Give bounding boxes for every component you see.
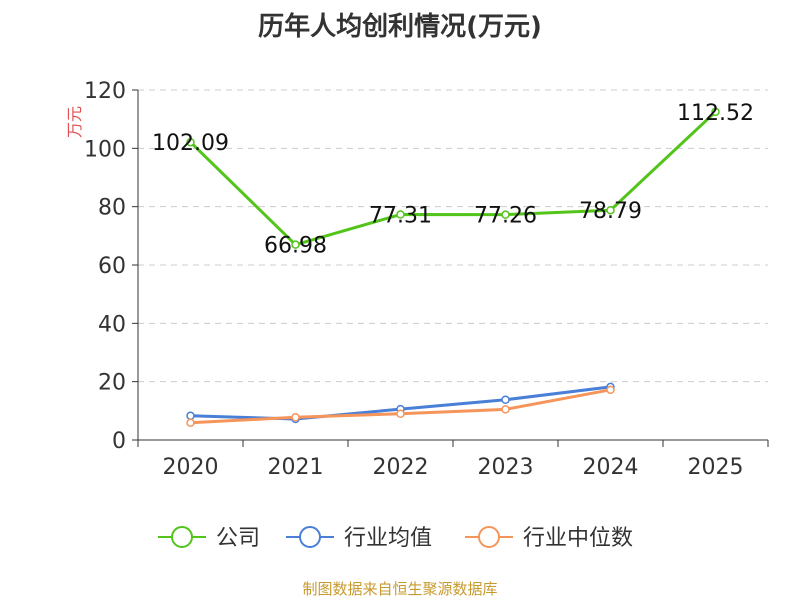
series-point-0 xyxy=(291,240,300,249)
series-point-2 xyxy=(396,409,405,418)
series-point-0 xyxy=(186,137,195,147)
series-point-2 xyxy=(606,385,615,395)
data-source-footer: 制图数据来自恒生聚源数据库 xyxy=(302,580,498,598)
y-tick-label: 40 xyxy=(98,312,126,337)
legend-marker xyxy=(299,526,321,548)
series-point-1 xyxy=(501,395,510,404)
x-tick-label: 2020 xyxy=(163,455,219,480)
data-label: 77.31 xyxy=(369,204,432,229)
series-point-1 xyxy=(186,411,195,421)
y-axis-unit-label: 万元 xyxy=(65,106,84,138)
y-tick-label: 100 xyxy=(84,137,126,162)
x-tick-label: 2022 xyxy=(373,455,429,480)
data-label: 77.26 xyxy=(474,204,537,229)
y-tick-label: 80 xyxy=(98,196,126,221)
axis-layer: 0 20 40 60 80 100 120 2020 2021 2022 2023 2024 2025 xyxy=(84,79,769,480)
legend-label: 行业中位数 xyxy=(523,526,633,551)
y-tick-label: 60 xyxy=(98,254,126,279)
legend-marker xyxy=(171,526,193,548)
series-point-0 xyxy=(501,210,510,219)
data-label: 78.79 xyxy=(579,199,642,224)
legend-label: 行业均值 xyxy=(344,526,432,551)
data-label: 102.09 xyxy=(152,131,229,156)
data-label-layer: 102.09 66.98 77.31 77.26 78.79 112.52 xyxy=(152,101,754,259)
data-label: 66.98 xyxy=(264,234,327,259)
x-tick-label: 2025 xyxy=(688,455,744,480)
series-point-0 xyxy=(606,205,615,215)
y-tick-label: 0 xyxy=(112,429,126,454)
series-point-2 xyxy=(291,413,300,422)
x-tick-label: 2024 xyxy=(583,455,639,480)
x-tick-label: 2023 xyxy=(478,455,534,480)
series-point-2 xyxy=(186,418,195,428)
data-label: 112.52 xyxy=(677,101,754,126)
series-layer xyxy=(186,107,720,428)
series-point-0 xyxy=(711,107,720,117)
series-point-0 xyxy=(396,210,405,219)
legend: 公司 行业均值 行业中位数 xyxy=(158,526,633,551)
series-line-0 xyxy=(189,110,717,247)
x-tick-label: 2021 xyxy=(268,455,324,480)
legend-label: 公司 xyxy=(216,526,260,551)
y-tick-label: 20 xyxy=(98,371,126,396)
series-point-2 xyxy=(501,405,510,414)
legend-marker xyxy=(478,526,500,548)
grid-layer xyxy=(138,89,768,383)
chart-title: 历年人均创利情况(万元) xyxy=(258,11,542,42)
y-tick-label: 120 xyxy=(84,79,126,104)
